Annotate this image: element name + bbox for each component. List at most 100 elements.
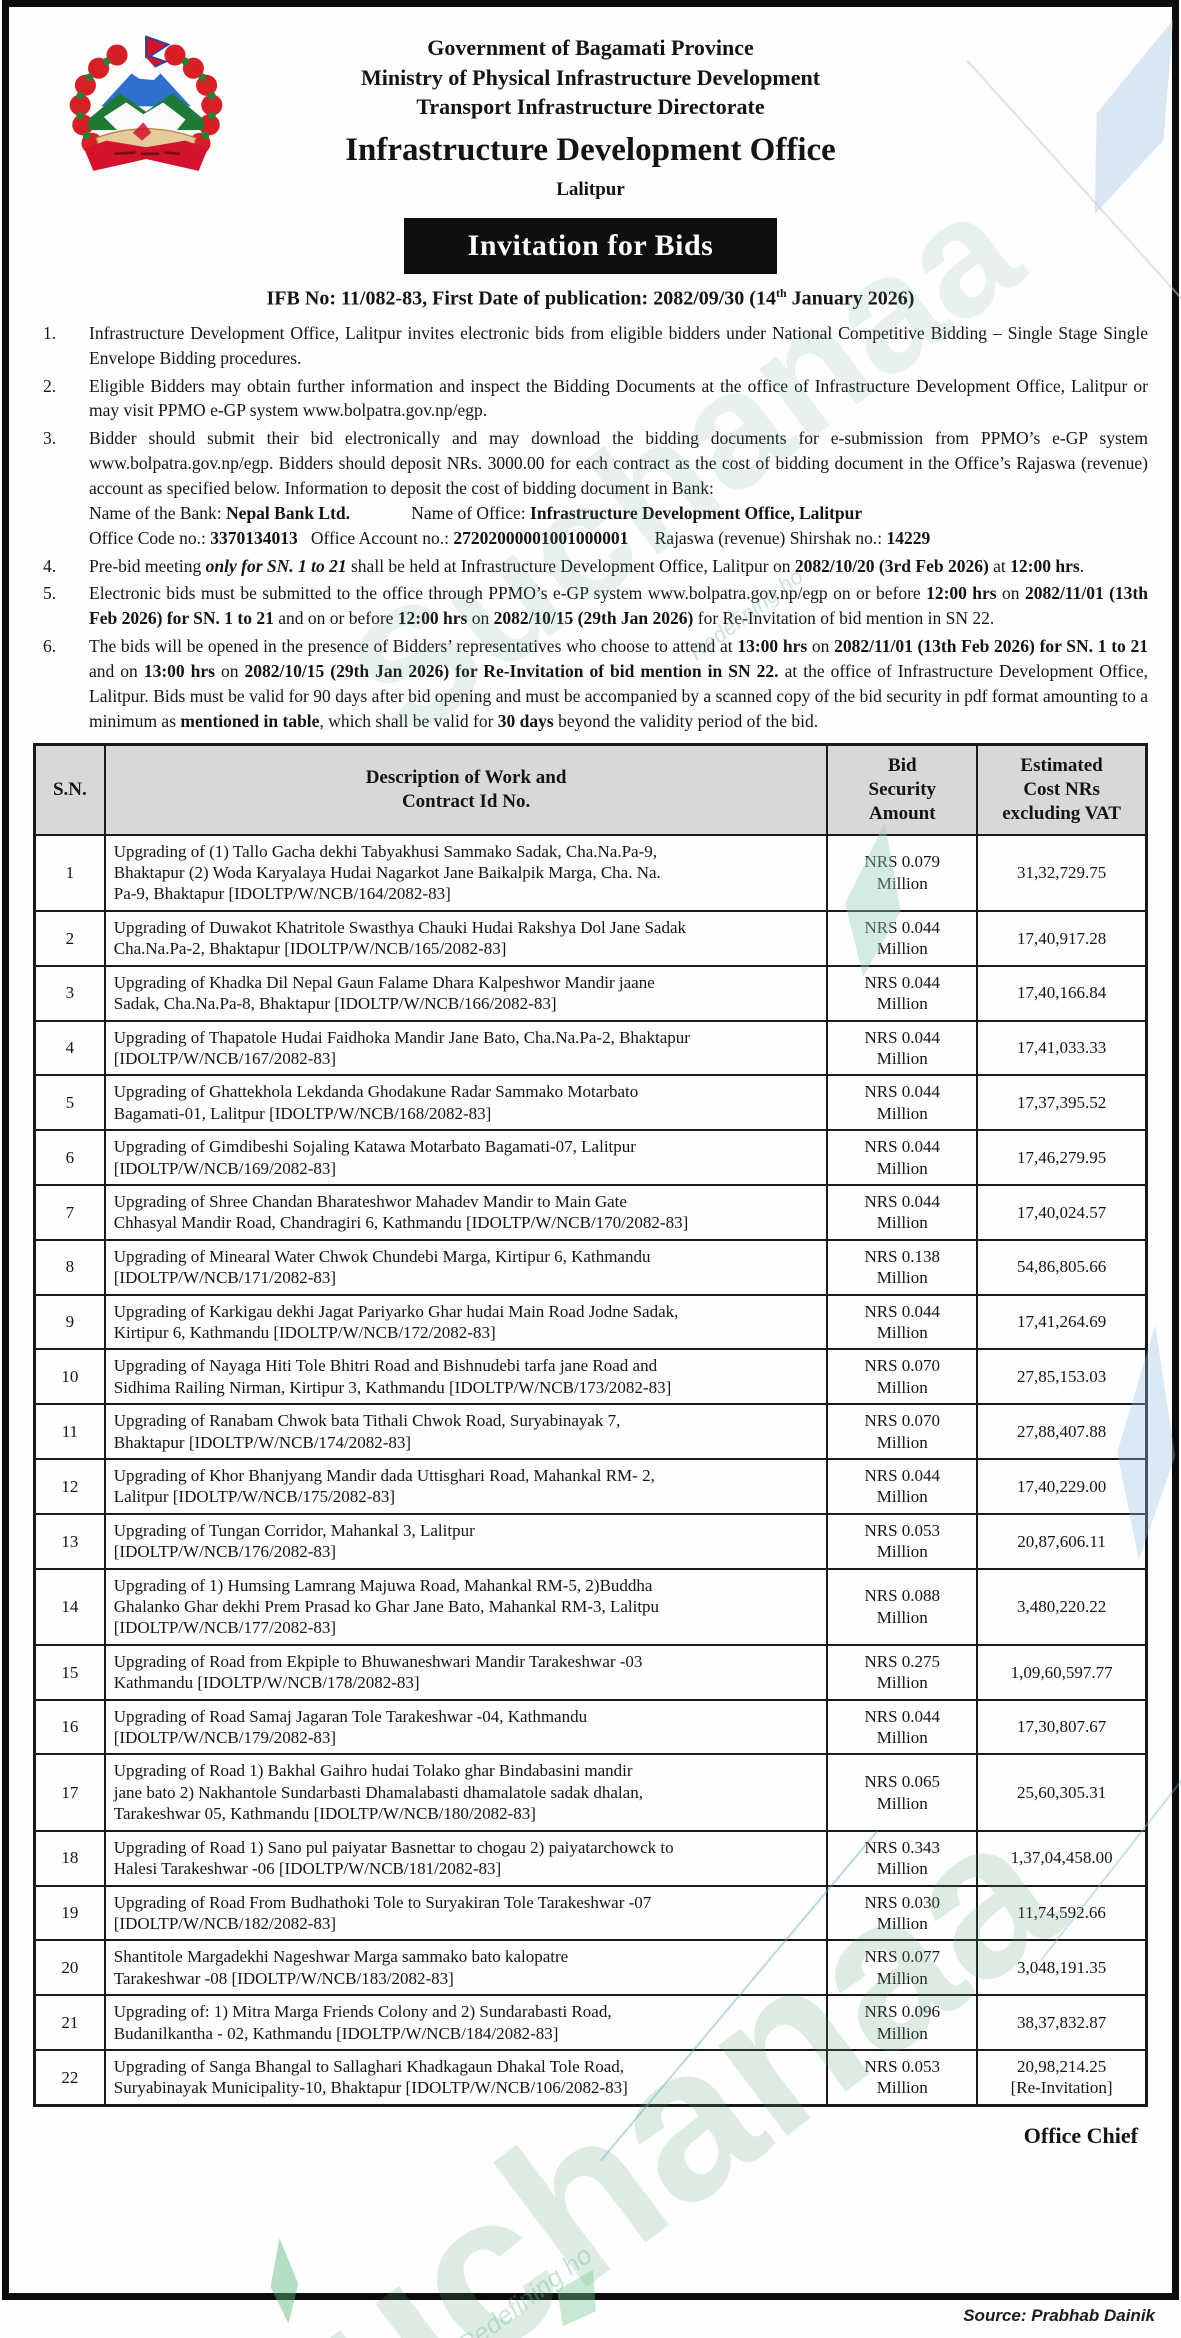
- cell-description: Upgrading of Karkigau dekhi Jagat Pariya…: [103, 1293, 829, 1351]
- cell-bid-security: NRS 0.053 Million: [826, 1512, 979, 1570]
- cell-description: Upgrading of Tungan Corridor, Mahankal 3…: [103, 1512, 829, 1570]
- source-credit: Source: Prabhab Dainik: [963, 2306, 1155, 2325]
- table-row: 5 Upgrading of Ghattekhola Lekdanda Ghod…: [33, 1074, 1148, 1132]
- cell-sn: 22: [33, 2048, 106, 2107]
- cell-bid-security: NRS 0.088 Million: [826, 1567, 979, 1646]
- table-row: 11 Upgrading of Ranabam Chwok bata Titha…: [33, 1403, 1148, 1460]
- cell-sn: 3: [33, 964, 106, 1022]
- cell-estimated-cost: 27,88,407.88: [976, 1403, 1148, 1460]
- notice-number: 4.: [43, 555, 57, 576]
- cell-bid-security: NRS 0.065 Million: [826, 1753, 979, 1832]
- table-row: 14 Upgrading of 1) Humsing Lamrang Majuw…: [33, 1567, 1148, 1646]
- notice-number: 3.: [43, 428, 57, 449]
- cell-estimated-cost: 17,41,033.33: [976, 1019, 1148, 1077]
- cell-sn: 5: [33, 1074, 106, 1132]
- cell-sn: 1: [33, 833, 106, 912]
- notice-text: The bids will be opened in the presence …: [89, 636, 1148, 731]
- table-row: 16 Upgrading of Road Samaj Jagaran Tole …: [33, 1698, 1148, 1756]
- cell-description: Upgrading of 1) Humsing Lamrang Majuwa R…: [103, 1567, 829, 1646]
- cell-description: Upgrading of (1) Tallo Gacha dekhi Tabya…: [103, 833, 829, 912]
- cell-bid-security: NRS 0.077 Million: [826, 1939, 979, 1997]
- cell-estimated-cost: 17,40,166.84: [976, 964, 1148, 1022]
- cell-estimated-cost: 54,86,805.66: [976, 1238, 1148, 1296]
- cell-estimated-cost: 11,74,592.66: [976, 1884, 1148, 1942]
- cell-estimated-cost: 17,46,279.95: [976, 1129, 1148, 1186]
- notice-text: Eligible Bidders may obtain further info…: [89, 375, 1148, 421]
- cell-estimated-cost: 3,480,220.22: [976, 1567, 1148, 1646]
- notice-item: 6. The bids will be opened in the presen…: [33, 634, 1148, 733]
- district-name: Lalitpur: [556, 178, 625, 200]
- table-row: 17 Upgrading of Road 1) Bakhal Gaihro hu…: [33, 1753, 1148, 1832]
- cell-description: Upgrading of Ghattekhola Lekdanda Ghodak…: [103, 1074, 829, 1132]
- table-header-row: S.N. Description of Work and Contract Id…: [33, 743, 1148, 836]
- cell-description: Upgrading of Gimdibeshi Sojaling Katawa …: [103, 1129, 829, 1186]
- cell-bid-security: NRS 0.275 Million: [826, 1643, 979, 1701]
- cell-sn: 16: [33, 1698, 106, 1756]
- cell-estimated-cost: 17,40,229.00: [976, 1458, 1148, 1515]
- letterhead: Government of Bagamati Province Ministry…: [33, 33, 1148, 202]
- cell-description: Upgrading of Khadka Dil Nepal Gaun Falam…: [103, 964, 829, 1022]
- office-chief-signature: Office Chief: [1023, 2122, 1138, 2148]
- cell-description: Upgrading of Road 1) Bakhal Gaihro hudai…: [103, 1753, 829, 1832]
- notice-list: 1. Infrastructure Development Office, La…: [33, 321, 1148, 734]
- cell-description: Upgrading of Shree Chandan Bharateshwor …: [103, 1183, 829, 1241]
- cell-bid-security: NRS 0.343 Million: [826, 1829, 979, 1887]
- cell-description: Upgrading of Minearal Water Chwok Chunde…: [103, 1238, 829, 1296]
- cell-sn: 8: [33, 1238, 106, 1296]
- cell-sn: 21: [33, 1994, 106, 2051]
- cell-description: Upgrading of Nayaga Hiti Tole Bhitri Roa…: [103, 1348, 829, 1406]
- cell-estimated-cost: 31,32,729.75: [976, 833, 1148, 912]
- cell-description: Upgrading of Road From Budhathoki Tole t…: [103, 1884, 829, 1942]
- cell-bid-security: NRS 0.044 Million: [826, 1074, 979, 1132]
- cell-estimated-cost: 17,30,807.67: [976, 1698, 1148, 1756]
- table-row: 8 Upgrading of Minearal Water Chwok Chun…: [33, 1238, 1148, 1296]
- cell-bid-security: NRS 0.070 Million: [826, 1348, 979, 1406]
- table-row: 20 Shantitole Margadekhi Nageshwar Marga…: [33, 1939, 1148, 1997]
- notice-number: 6.: [43, 636, 57, 657]
- cell-estimated-cost: 27,85,153.03: [976, 1348, 1148, 1406]
- table-row: 15 Upgrading of Road from Ekpiple to Bhu…: [33, 1643, 1148, 1701]
- cell-estimated-cost: 17,40,917.28: [976, 909, 1148, 967]
- cell-bid-security: NRS 0.070 Million: [826, 1403, 979, 1460]
- notice-item: 1. Infrastructure Development Office, La…: [33, 321, 1148, 371]
- column-header-description: Description of Work and Contract Id No.: [103, 743, 829, 836]
- cell-estimated-cost: 38,37,832.87: [976, 1994, 1148, 2051]
- cell-sn: 19: [33, 1884, 106, 1942]
- government-line: Government of Bagamati Province: [427, 35, 754, 60]
- cell-bid-security: NRS 0.096 Million: [826, 1994, 979, 2051]
- ministry-line: Ministry of Physical Infrastructure Deve…: [360, 64, 821, 90]
- cell-sn: 20: [33, 1939, 106, 1997]
- column-header-sn: S.N.: [33, 743, 106, 836]
- cell-description: Upgrading of Ranabam Chwok bata Tithali …: [103, 1403, 829, 1460]
- notice-text: Bidder should submit their bid electroni…: [89, 428, 1148, 548]
- notice-item: 4. Pre-bid meeting only for SN. 1 to 21 …: [33, 554, 1148, 579]
- table-row: 13 Upgrading of Tungan Corridor, Mahanka…: [33, 1512, 1148, 1570]
- notice-number: 5.: [43, 583, 57, 604]
- table-row: 12 Upgrading of Khor Bhanjyang Mandir da…: [33, 1458, 1148, 1515]
- table-row: 3 Upgrading of Khadka Dil Nepal Gaun Fal…: [33, 964, 1148, 1022]
- cell-sn: 11: [33, 1403, 106, 1460]
- cell-bid-security: NRS 0.044 Million: [826, 1458, 979, 1515]
- table-row: 10 Upgrading of Nayaga Hiti Tole Bhitri …: [33, 1348, 1148, 1406]
- cell-sn: 13: [33, 1512, 106, 1570]
- directorate-line: Transport Infrastructure Directorate: [416, 94, 765, 120]
- cell-description: Upgrading of Duwakot Khatritole Swasthya…: [103, 909, 829, 967]
- cell-description: Upgrading of Road from Ekpiple to Bhuwan…: [103, 1643, 829, 1701]
- notice-item: 5. Electronic bids must be submitted to …: [33, 581, 1148, 631]
- notice-text: Pre-bid meeting only for SN. 1 to 21 sha…: [89, 555, 1085, 576]
- cell-description: Shantitole Margadekhi Nageshwar Marga sa…: [103, 1939, 829, 1997]
- nepal-government-emblem-logo: [69, 35, 223, 171]
- column-header-estimated-cost: Estimated Cost NRs excluding VAT: [976, 743, 1148, 836]
- notice-text: Electronic bids must be submitted to the…: [89, 583, 1148, 629]
- cell-bid-security: NRS 0.053 Million: [826, 2048, 979, 2107]
- cell-bid-security: NRS 0.044 Million: [826, 964, 979, 1022]
- table-row: 7 Upgrading of Shree Chandan Bharateshwo…: [33, 1183, 1148, 1241]
- tender-table: S.N. Description of Work and Contract Id…: [33, 743, 1148, 2107]
- cell-description: Upgrading of Thapatole Hudai Faidhoka Ma…: [103, 1019, 829, 1077]
- cell-description: Upgrading of Road Samaj Jagaran Tole Tar…: [103, 1698, 829, 1756]
- cell-bid-security: NRS 0.044 Million: [826, 909, 979, 967]
- cell-sn: 9: [33, 1293, 106, 1351]
- cell-sn: 6: [33, 1129, 106, 1186]
- table-row: 21 Upgrading of: 1) Mitra Marga Friends …: [33, 1994, 1148, 2051]
